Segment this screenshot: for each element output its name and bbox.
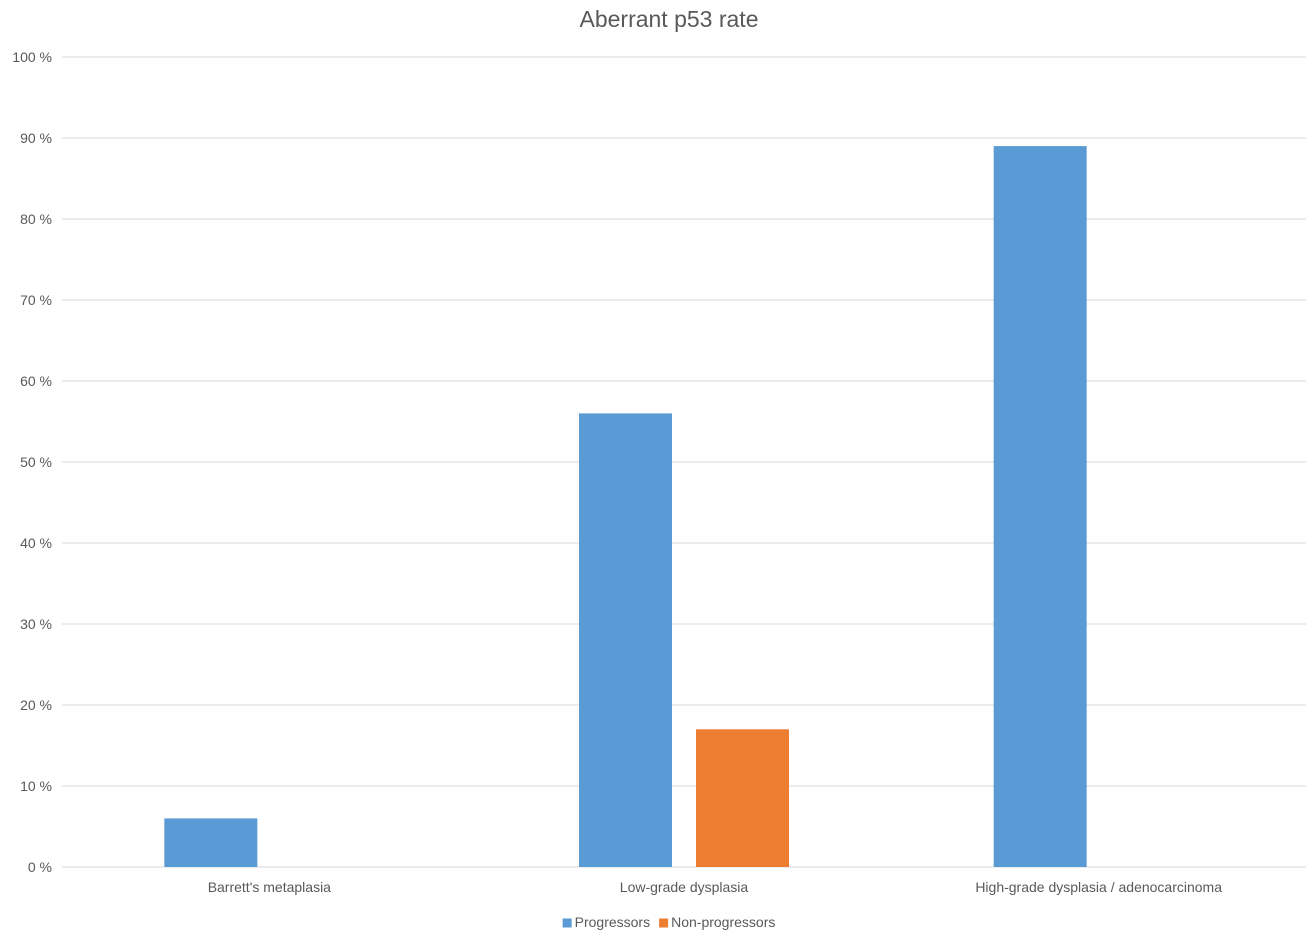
y-tick-label: 60 % <box>20 373 52 389</box>
y-tick-label: 90 % <box>20 130 52 146</box>
y-tick-label: 100 % <box>12 49 52 65</box>
bar-progressors-0 <box>164 818 258 867</box>
bar-progressors-1 <box>579 413 672 867</box>
y-tick-label: 30 % <box>20 616 52 632</box>
y-axis-tick-labels: 0 % 10 % 20 % 30 % 40 % 50 % 60 % 70 % 80 % 90 % 1… <box>12 49 52 875</box>
chart-title: Aberrant p53 rate <box>579 6 758 32</box>
x-axis-category-labels: Barrett's metaplasia Low-grade dysplasia H… <box>208 879 1223 895</box>
legend-label-non-progressors: Non-progressors <box>671 914 775 930</box>
y-tick-label: 80 % <box>20 211 52 227</box>
x-category-label: Barrett's metaplasia <box>208 879 331 895</box>
gridlines <box>62 56 1306 868</box>
y-tick-label: 20 % <box>20 697 52 713</box>
legend-label-progressors: Progressors <box>575 914 650 930</box>
bars <box>164 146 1087 868</box>
y-tick-label: 0 % <box>28 859 52 875</box>
y-tick-label: 70 % <box>20 292 52 308</box>
y-tick-label: 40 % <box>20 535 52 551</box>
y-tick-label: 10 % <box>20 778 52 794</box>
legend-swatch-progressors <box>562 918 572 928</box>
legend: Progressors Non-progressors <box>562 914 775 930</box>
y-tick-label: 50 % <box>20 454 52 470</box>
bar-progressors-2 <box>993 146 1087 868</box>
bar-non-progressors-1 <box>696 729 789 867</box>
legend-swatch-non-progressors <box>659 918 669 928</box>
x-category-label: Low-grade dysplasia <box>620 879 749 895</box>
x-category-label: High-grade dysplasia / adenocarcinoma <box>975 879 1222 895</box>
